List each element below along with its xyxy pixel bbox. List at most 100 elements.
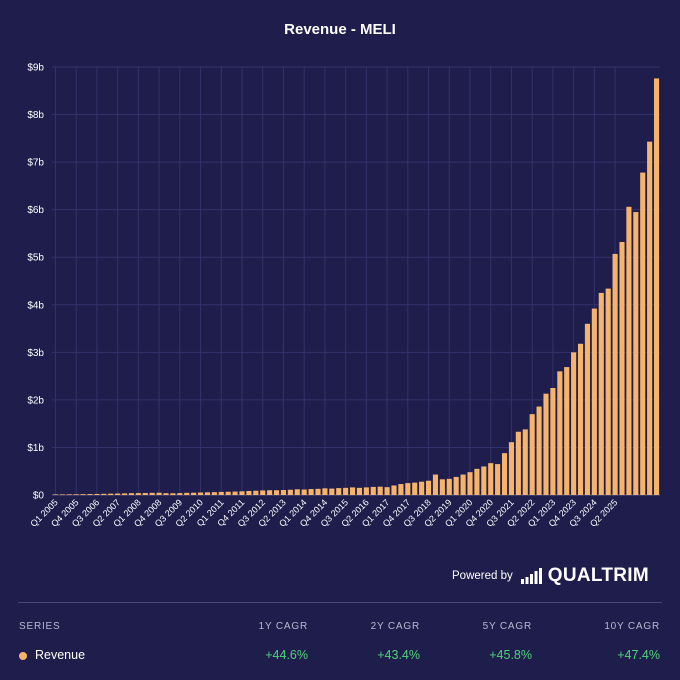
table-row[interactable]: Revenue +44.6% +43.4% +45.8% +47.4%	[0, 647, 680, 663]
revenue-bar[interactable]	[287, 489, 293, 495]
bars	[52, 78, 660, 496]
revenue-bar[interactable]	[191, 492, 197, 495]
revenue-bar[interactable]	[52, 494, 59, 495]
revenue-bar[interactable]	[170, 493, 176, 495]
revenue-bar[interactable]	[197, 492, 204, 495]
revenue-bar[interactable]	[329, 488, 335, 495]
y-tick-label: $3b	[27, 348, 44, 359]
revenue-bar[interactable]	[633, 212, 639, 496]
revenue-bar[interactable]	[322, 488, 328, 495]
revenue-bar[interactable]	[356, 487, 363, 495]
revenue-bar[interactable]	[225, 491, 231, 495]
revenue-bar[interactable]	[550, 388, 556, 495]
revenue-bar[interactable]	[218, 491, 224, 495]
revenue-bar[interactable]	[626, 206, 632, 495]
revenue-bar[interactable]	[647, 141, 653, 495]
revenue-bar[interactable]	[163, 493, 169, 495]
revenue-bar[interactable]	[94, 493, 100, 495]
revenue-bar[interactable]	[391, 485, 397, 495]
revenue-bar[interactable]	[529, 414, 535, 495]
series-name: Revenue	[35, 648, 86, 662]
revenue-bar[interactable]	[260, 490, 266, 495]
y-tick-label: $5b	[27, 253, 44, 264]
revenue-bar[interactable]	[273, 490, 280, 495]
revenue-bar[interactable]	[142, 493, 148, 495]
revenue-bar[interactable]	[501, 453, 508, 495]
revenue-bar[interactable]	[522, 429, 528, 495]
revenue-bar[interactable]	[405, 483, 411, 495]
revenue-bar[interactable]	[591, 308, 597, 495]
revenue-bar[interactable]	[349, 487, 356, 495]
revenue-bar[interactable]	[419, 481, 425, 495]
revenue-bar[interactable]	[653, 78, 660, 495]
revenue-bar[interactable]	[87, 494, 93, 495]
powered-by[interactable]: Powered by QUALTRIM	[452, 564, 649, 588]
revenue-bar[interactable]	[543, 393, 549, 495]
revenue-bar[interactable]	[474, 468, 480, 495]
revenue-bar[interactable]	[101, 493, 107, 495]
cagr-10y-value: +47.4%	[617, 648, 660, 662]
revenue-bar[interactable]	[598, 292, 604, 495]
header-10y-cagr: 10Y CAGR	[604, 621, 660, 632]
revenue-bar[interactable]	[536, 406, 542, 495]
revenue-bar[interactable]	[384, 487, 390, 495]
revenue-bar[interactable]	[204, 492, 211, 495]
revenue-bar[interactable]	[239, 491, 245, 495]
grid-lines	[52, 66, 660, 496]
revenue-bar[interactable]	[619, 242, 625, 495]
revenue-bar[interactable]	[571, 352, 577, 495]
revenue-bar[interactable]	[577, 343, 584, 495]
revenue-bar[interactable]	[612, 253, 618, 495]
revenue-bar[interactable]	[377, 486, 383, 495]
revenue-bar[interactable]	[640, 172, 646, 495]
revenue-bar[interactable]	[184, 492, 190, 495]
revenue-bar[interactable]	[246, 490, 252, 495]
revenue-bar[interactable]	[115, 493, 121, 495]
revenue-bar[interactable]	[481, 466, 487, 495]
revenue-bar[interactable]	[315, 488, 321, 495]
revenue-bar[interactable]	[301, 489, 307, 495]
revenue-bar[interactable]	[453, 476, 459, 495]
revenue-bar[interactable]	[108, 493, 114, 495]
revenue-bar[interactable]	[467, 472, 473, 495]
revenue-bar[interactable]	[80, 494, 86, 495]
revenue-bar[interactable]	[508, 442, 515, 495]
revenue-bar[interactable]	[432, 474, 439, 495]
revenue-bar[interactable]	[149, 492, 155, 495]
revenue-bar[interactable]	[439, 479, 445, 495]
revenue-bar[interactable]	[515, 431, 521, 495]
revenue-bar[interactable]	[280, 490, 287, 495]
revenue-bar[interactable]	[495, 464, 501, 495]
revenue-bar[interactable]	[460, 474, 466, 495]
revenue-bar[interactable]	[156, 492, 162, 495]
revenue-bar[interactable]	[267, 490, 273, 495]
revenue-bar[interactable]	[398, 484, 404, 495]
header-5y-cagr: 5Y CAGR	[482, 621, 532, 632]
revenue-bar[interactable]	[308, 489, 314, 495]
revenue-bar[interactable]	[73, 494, 79, 495]
revenue-bar[interactable]	[557, 371, 563, 495]
revenue-bar[interactable]	[66, 494, 72, 495]
revenue-bar[interactable]	[336, 488, 342, 495]
header-series: SERIES	[19, 621, 61, 632]
revenue-bar[interactable]	[294, 489, 300, 495]
y-axis-ticks: $0 $1b $2b $3b $4b $5b $6b $7b $8b $9b	[27, 63, 44, 502]
revenue-bar[interactable]	[211, 492, 217, 495]
revenue-bar[interactable]	[343, 487, 349, 495]
revenue-bar[interactable]	[135, 493, 141, 495]
revenue-bar[interactable]	[232, 491, 238, 495]
revenue-bar[interactable]	[177, 493, 183, 495]
revenue-bar[interactable]	[564, 367, 570, 495]
revenue-bar[interactable]	[363, 487, 369, 495]
revenue-bar[interactable]	[412, 482, 418, 495]
revenue-bar[interactable]	[446, 478, 452, 495]
revenue-bar[interactable]	[128, 493, 135, 495]
revenue-bar[interactable]	[605, 288, 611, 495]
revenue-bar[interactable]	[370, 486, 376, 495]
revenue-bar[interactable]	[253, 490, 259, 495]
revenue-bar[interactable]	[488, 463, 494, 495]
revenue-bar[interactable]	[59, 494, 65, 495]
revenue-bar[interactable]	[121, 493, 128, 495]
revenue-bar[interactable]	[425, 480, 432, 495]
revenue-bar[interactable]	[584, 323, 591, 495]
